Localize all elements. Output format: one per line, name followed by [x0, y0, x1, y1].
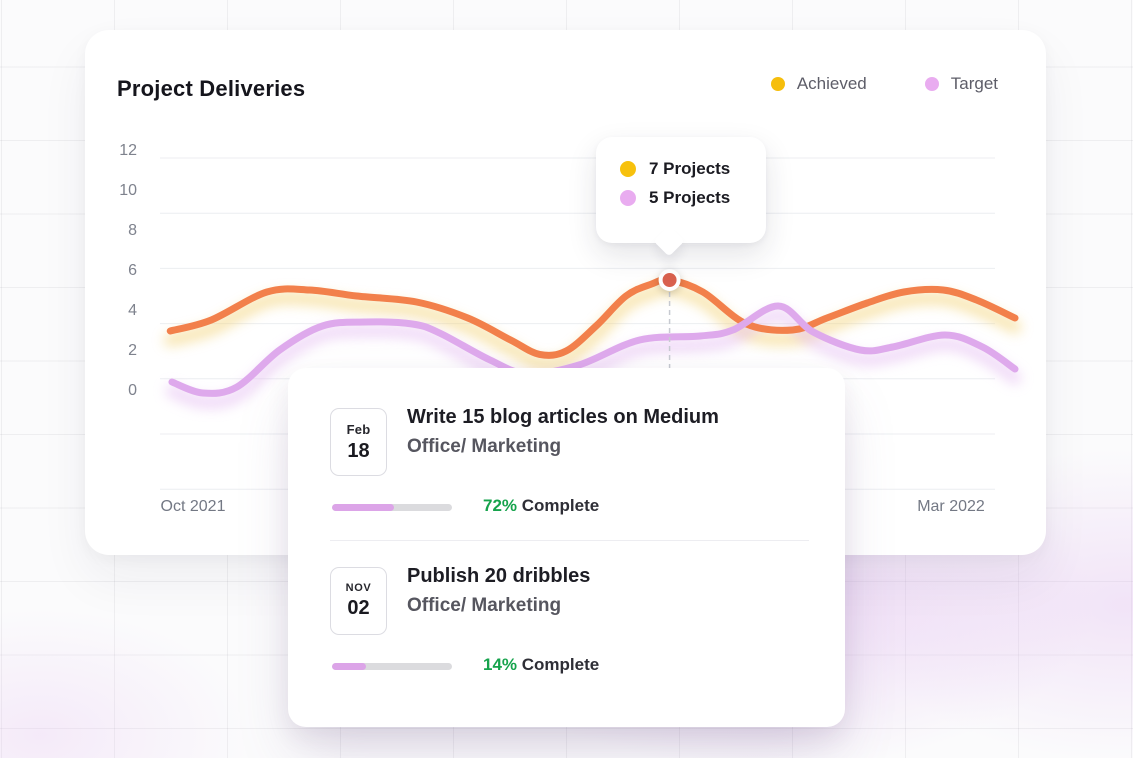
task-category: Office/ Marketing: [407, 436, 562, 457]
y-axis-tick: 8: [128, 222, 137, 239]
task-percent: 14%: [483, 655, 518, 674]
page-title: Project Deliveries: [117, 76, 306, 101]
task-row[interactable]: Feb 18 Write 15 blog articles on Medium …: [330, 406, 809, 558]
x-axis-label-start: Oct 2021: [160, 498, 226, 515]
task-progress-label: 72% Complete: [483, 496, 599, 516]
task-title: Write 15 blog articles on Medium: [407, 406, 719, 428]
chart-legend: Achieved Target: [770, 74, 998, 94]
target-dot-icon: [924, 77, 939, 91]
task-divider: [330, 540, 809, 541]
task-date-badge: NOV 02: [330, 567, 387, 635]
task-category: Office/ Marketing: [407, 595, 562, 616]
y-axis-tick: 4: [128, 302, 137, 319]
task-progress-label: 14% Complete: [483, 655, 599, 675]
chart-tooltip: 7 Projects 5 Projects: [596, 137, 766, 257]
tasks-card: Feb 18 Write 15 blog articles on Medium …: [288, 368, 845, 727]
task-title: Publish 20 dribbles: [407, 565, 591, 587]
task-date-month: NOV: [345, 582, 372, 594]
task-date-badge: Feb 18: [330, 408, 387, 476]
legend-target-label: Target: [950, 74, 998, 93]
tooltip-achieved-row: 7 Projects: [620, 157, 766, 181]
y-axis-tick: 10: [119, 182, 137, 199]
y-axis-tick: 12: [119, 142, 137, 159]
task-progress-bar: [332, 504, 452, 511]
achieved-dot-icon: [770, 77, 785, 91]
tooltip-achieved-value: 7 Projects: [649, 159, 731, 178]
legend-item-target[interactable]: Target: [924, 74, 998, 94]
task-status-word: Complete: [521, 655, 600, 674]
task-date-month: Feb: [346, 421, 371, 437]
achieved-dot-icon: [620, 161, 636, 177]
y-axis-tick: 2: [128, 342, 137, 359]
tooltip-target-value: 5 Projects: [649, 188, 731, 207]
task-percent: 72%: [483, 496, 518, 515]
task-date-day: 02: [347, 597, 370, 619]
task-progress-fill: [332, 504, 395, 511]
x-axis-label-end: Mar 2022: [917, 498, 985, 515]
task-progress-fill: [332, 663, 366, 670]
task-progress-bar: [332, 663, 452, 670]
legend-item-achieved[interactable]: Achieved: [770, 74, 867, 94]
y-axis-tick: 0: [128, 382, 137, 399]
tooltip-target-row: 5 Projects: [620, 186, 766, 210]
task-date-day: 18: [347, 439, 370, 462]
task-row[interactable]: NOV 02 Publish 20 dribbles Office/ Marke…: [330, 565, 809, 717]
task-status-word: Complete: [521, 496, 600, 515]
y-axis-tick: 6: [128, 262, 137, 279]
target-dot-icon: [620, 190, 636, 206]
legend-achieved-label: Achieved: [796, 74, 867, 93]
